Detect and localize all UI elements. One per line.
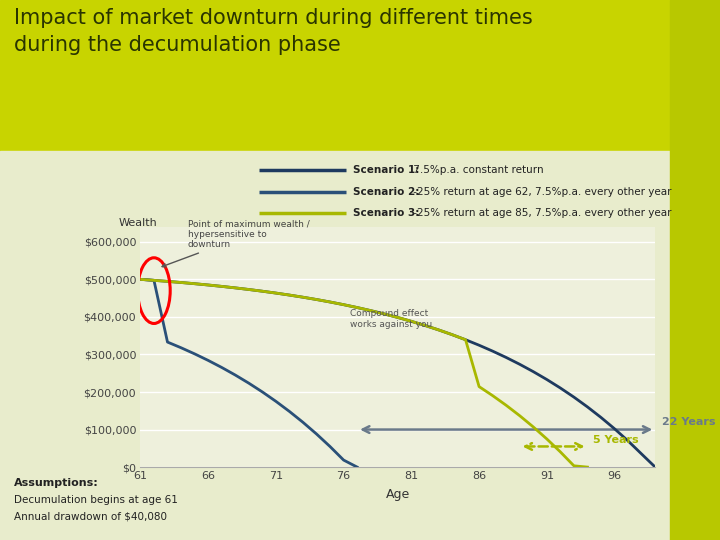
X-axis label: Age: Age — [386, 488, 410, 501]
Text: Decumulation begins at age 61: Decumulation begins at age 61 — [14, 495, 179, 505]
Bar — [0, 151, 720, 540]
Text: 7.5%p.a. constant return: 7.5%p.a. constant return — [410, 165, 544, 175]
Text: Annual drawdown of $40,080: Annual drawdown of $40,080 — [14, 512, 167, 522]
Text: Point of maximum wealth /
hypersensitive to
downturn: Point of maximum wealth / hypersensitive… — [162, 220, 310, 267]
Text: -25% return at age 85, 7.5%p.a. every other year: -25% return at age 85, 7.5%p.a. every ot… — [410, 208, 671, 218]
Text: during the decumulation phase: during the decumulation phase — [14, 35, 341, 55]
Text: Assumptions:: Assumptions: — [14, 478, 99, 488]
Text: Impact of market downturn during different times: Impact of market downturn during differe… — [14, 8, 533, 28]
Text: Compound effect
works against you: Compound effect works against you — [351, 309, 433, 329]
Text: 5 Years: 5 Years — [593, 435, 639, 444]
Text: -25% return at age 62, 7.5%p.a. every other year: -25% return at age 62, 7.5%p.a. every ot… — [410, 187, 671, 197]
Text: 22 Years: 22 Years — [662, 416, 716, 427]
Bar — [0, 0, 720, 151]
Text: Wealth: Wealth — [119, 218, 158, 228]
Text: Scenario 3:: Scenario 3: — [353, 208, 419, 218]
Text: Scenario 1:: Scenario 1: — [353, 165, 419, 175]
Bar — [670, 0, 720, 540]
Text: Scenario 2:: Scenario 2: — [353, 187, 419, 197]
